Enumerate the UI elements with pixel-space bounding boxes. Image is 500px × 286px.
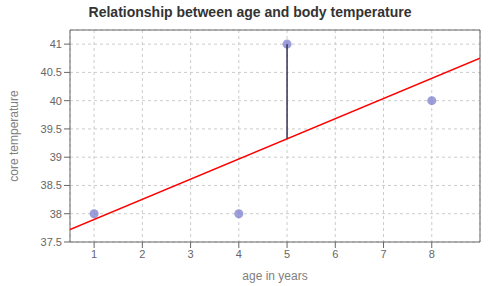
svg-text:37.5: 37.5 <box>41 236 62 248</box>
svg-text:40: 40 <box>50 95 62 107</box>
svg-text:age in years: age in years <box>242 269 307 283</box>
svg-text:38: 38 <box>50 208 62 220</box>
svg-text:39: 39 <box>50 151 62 163</box>
svg-text:40.5: 40.5 <box>41 66 62 78</box>
svg-text:core temperature: core temperature <box>8 90 21 182</box>
html-text:Relationship between age and b: Relationship between age and body temper… <box>88 4 412 20</box>
svg-text:4: 4 <box>236 248 242 260</box>
svg-text:3: 3 <box>188 248 194 260</box>
svg-text:5: 5 <box>284 248 290 260</box>
svg-text:1: 1 <box>91 248 97 260</box>
svg-text:41: 41 <box>50 38 62 50</box>
svg-text:39.5: 39.5 <box>41 123 62 135</box>
svg-text:6: 6 <box>332 248 338 260</box>
svg-text:2: 2 <box>139 248 145 260</box>
svg-text:8: 8 <box>429 248 435 260</box>
svg-text:7: 7 <box>380 248 386 260</box>
svg-text:38.5: 38.5 <box>41 179 62 191</box>
